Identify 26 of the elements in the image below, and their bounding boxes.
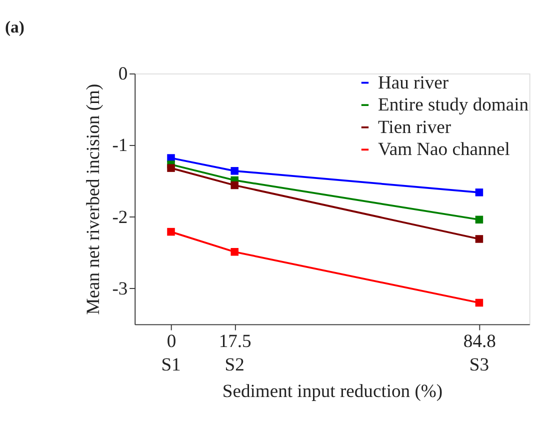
x-tick-label: 0 [166,330,176,352]
point [167,164,175,172]
y-tick-label: -2 [112,206,128,228]
point [475,298,484,307]
y-tick-label: -1 [112,135,128,156]
point [475,188,484,196]
point [230,181,238,190]
x-axis-title: Sediment input reduction (%) [222,381,443,402]
text: S3 [469,354,490,376]
legend-label: Entire study domain [378,94,529,116]
legend-label: Tien river [378,116,452,138]
text: S1 [161,354,181,376]
legend-label: Hau river [378,72,450,94]
y-tick-label: -3 [112,278,128,300]
x-tick-label: 17.5 [218,330,252,352]
x-tick-label: 84.8 [463,330,496,352]
legend-label: Vam Nao channel [378,139,510,160]
y-tick-label: 0 [118,64,128,85]
y-axis-title: Mean net riverbed incision (m) [83,84,104,315]
point [230,167,238,175]
point [475,235,484,243]
point [475,216,484,224]
text: S2 [224,354,244,376]
point [230,248,238,256]
chart-title: (a) [4,18,24,37]
point [167,228,175,236]
